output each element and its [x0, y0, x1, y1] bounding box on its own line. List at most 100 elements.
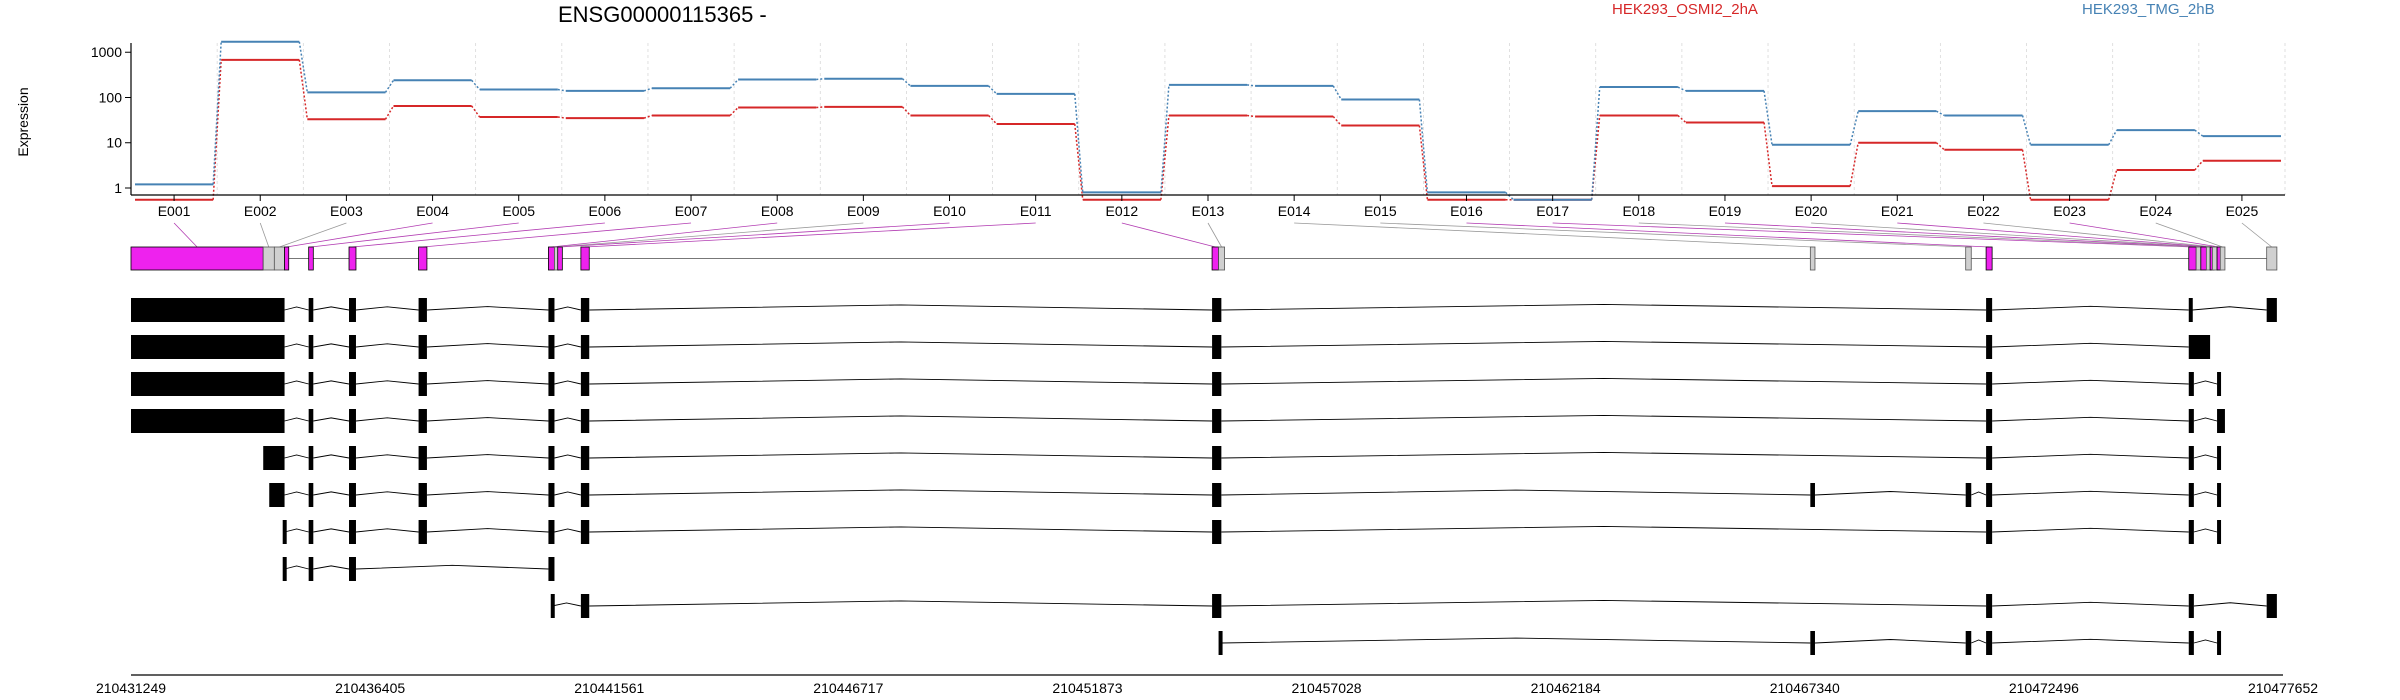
genomic-tick-label: 210457028 [1291, 680, 1361, 696]
transcript-exon [418, 372, 427, 396]
intron [313, 306, 350, 311]
exon-E012 [1211, 246, 1219, 271]
transcript-exon [131, 409, 285, 433]
x-tick-label-E012: E012 [1105, 203, 1138, 219]
exon-E016 [1985, 246, 1993, 271]
connector-E006 [352, 222, 605, 248]
transcript-exon [1212, 483, 1222, 507]
intron [1971, 639, 1987, 644]
x-tick-label-E021: E021 [1881, 203, 1914, 219]
series-2-step [1677, 86, 1687, 92]
transcript-exon [1212, 409, 1222, 433]
intron [355, 380, 419, 385]
connector-E007 [422, 222, 692, 248]
exon-E002 [262, 246, 275, 271]
x-tick-label-E020: E020 [1795, 203, 1828, 219]
x-axis-ticks: E001 E002 E003 E004 E005 E006 E007 E008 E009 E010… [158, 195, 2258, 219]
transcript-exon [580, 298, 590, 322]
transcript-exon [1986, 483, 1993, 507]
intron [355, 417, 419, 422]
transcript-exon [1986, 298, 1993, 322]
intron [284, 491, 309, 496]
transcript-exon [2217, 520, 2222, 544]
plot-series-lines [135, 40, 2281, 201]
transcript-exon [269, 483, 285, 507]
y-axis-ticks: 1 10 100 1000 [91, 44, 131, 196]
transcript-6 [269, 483, 2222, 507]
x-tick-label-E023: E023 [2053, 203, 2086, 219]
intron [355, 528, 419, 533]
intron [554, 306, 581, 311]
transcript-exon [1986, 335, 1993, 359]
series-2 [135, 40, 2281, 201]
intron [1992, 305, 2189, 311]
intron [2193, 380, 2218, 385]
exon-E003 [273, 246, 285, 271]
intron [426, 343, 549, 348]
transcript-exon [131, 372, 285, 396]
x-tick-label-E017: E017 [1536, 203, 1569, 219]
intron [1221, 637, 1811, 644]
transcript-exon [418, 409, 427, 433]
x-tick-label-E004: E004 [416, 203, 449, 219]
series-1-step [643, 114, 653, 119]
series-2-step [1332, 85, 1342, 100]
series-2-step [901, 78, 911, 87]
transcript-exon [1986, 409, 1993, 433]
connector-E012 [1121, 222, 1216, 248]
intron [1992, 342, 2189, 348]
intron [355, 306, 419, 311]
intron [1221, 452, 1987, 459]
exon-E025 [2266, 246, 2278, 271]
intron [313, 491, 350, 496]
connector-E020 [1811, 222, 2209, 248]
transcript-exon [1965, 483, 1972, 507]
intron [2193, 454, 2218, 459]
series-2-step [816, 77, 825, 81]
intron [554, 380, 581, 385]
connector-E019 [1724, 222, 2204, 248]
transcript-exon [548, 409, 555, 433]
transcript-exon [580, 483, 590, 507]
transcript-exon [1986, 520, 1993, 544]
intron [2193, 491, 2218, 496]
connector-E009 [556, 222, 864, 248]
intron [2192, 306, 2267, 311]
transcript-exon [1218, 631, 1223, 655]
intron [1221, 526, 1987, 533]
intron [284, 528, 309, 533]
transcript-exon [548, 520, 555, 544]
intron [554, 343, 581, 348]
y-axis-label: Expression [15, 87, 31, 156]
exon-E017 [2188, 246, 2197, 271]
y-tick-label: 1 [114, 180, 122, 196]
exon-E001 [130, 246, 264, 271]
transcript-exon [2188, 594, 2194, 618]
x-tick-label-E015: E015 [1364, 203, 1397, 219]
exon-connector-lines [173, 222, 2273, 248]
transcript-exon [349, 409, 356, 433]
genomic-tick-label: 210462184 [1531, 680, 1601, 696]
transcript-exon [1212, 372, 1222, 396]
intron [589, 341, 1213, 348]
intron [2193, 417, 2218, 422]
intron [1992, 601, 2189, 607]
transcript-exon [131, 335, 285, 359]
y-tick-label: 1000 [91, 44, 122, 60]
intron [554, 491, 581, 496]
intron [355, 564, 549, 570]
exon-E005 [308, 246, 314, 271]
transcript-exon [1212, 520, 1222, 544]
x-tick-label-E008: E008 [761, 203, 794, 219]
plot-axes [130, 43, 2285, 196]
transcript-exon [1810, 483, 1815, 507]
intron [426, 454, 549, 459]
transcript-exon [548, 335, 555, 359]
transcript-9 [550, 594, 2277, 618]
series-1-step [1246, 114, 1256, 118]
series-2-step [1246, 84, 1256, 87]
series-2-step [988, 85, 998, 95]
connector-E003 [279, 222, 347, 248]
series-2-step [2108, 129, 2118, 146]
